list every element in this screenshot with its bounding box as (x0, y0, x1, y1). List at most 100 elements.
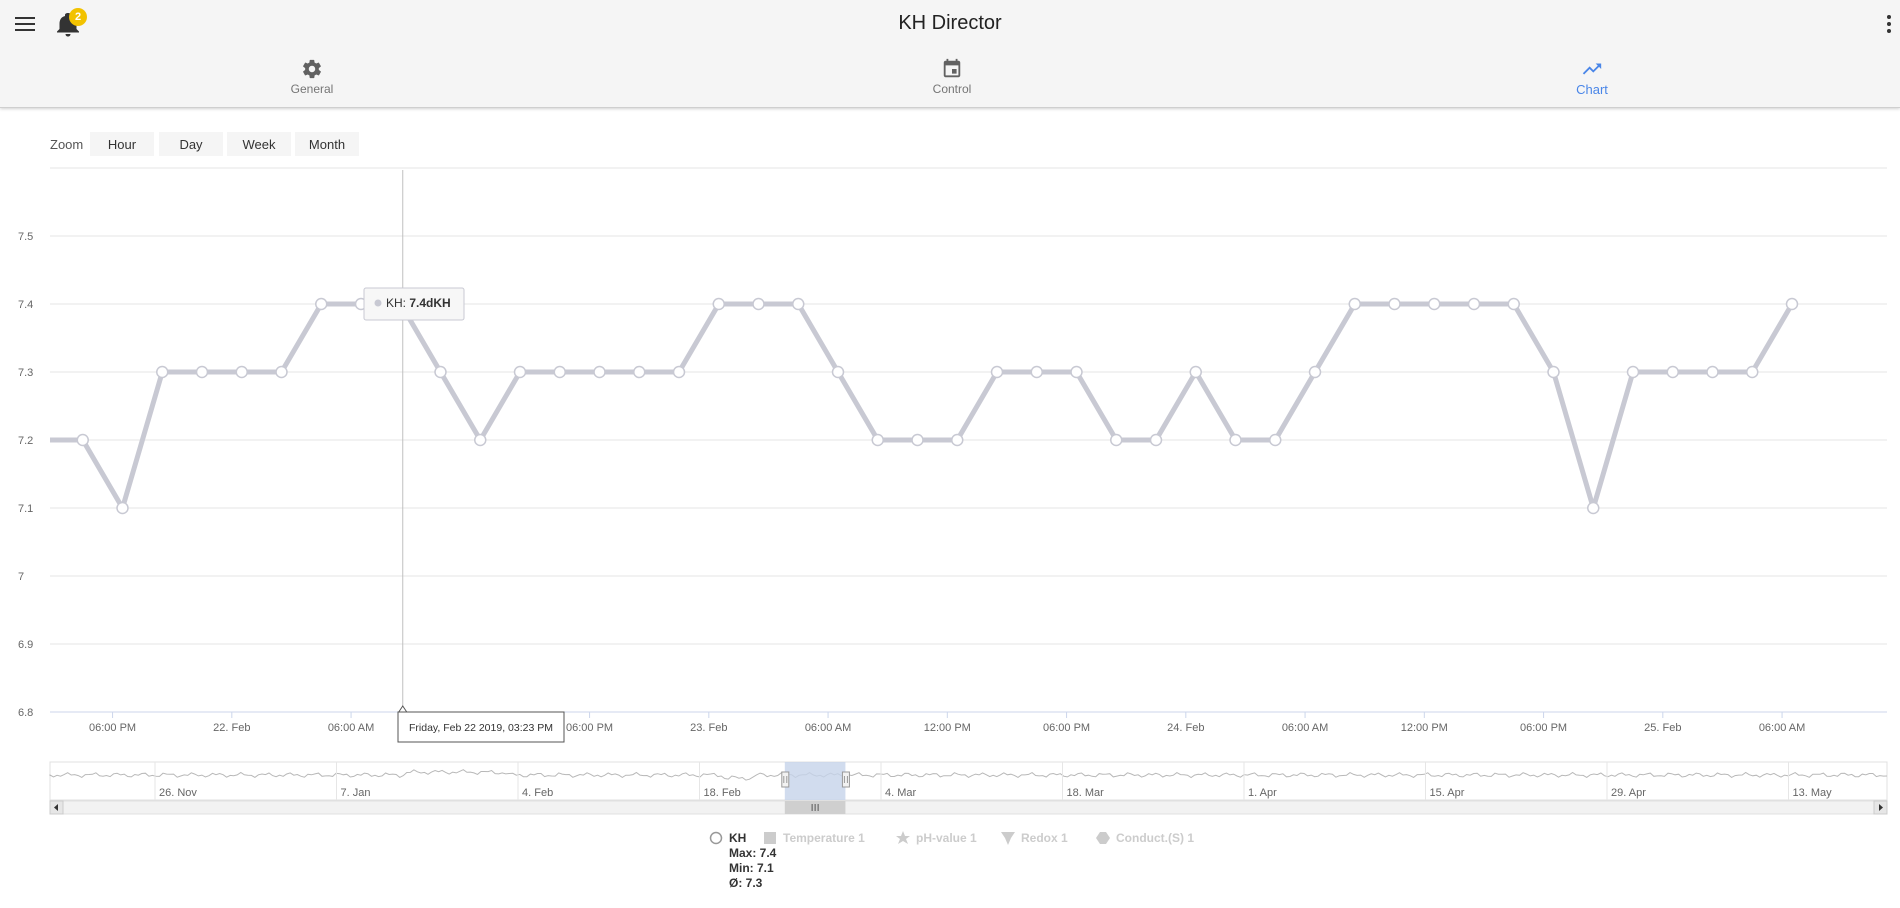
data-point[interactable] (712, 297, 725, 311)
tooltip-text: KH: 7.4dKH (386, 296, 451, 310)
x-tick-label: 23. Feb (690, 722, 727, 734)
data-point[interactable] (1149, 433, 1163, 447)
navigator-selection[interactable] (784, 762, 846, 800)
data-point[interactable] (434, 365, 447, 379)
navigator-handle[interactable] (841, 771, 850, 788)
legend-star-icon (896, 831, 910, 844)
data-point[interactable] (1030, 365, 1043, 379)
legend-hexagon-icon (1096, 832, 1110, 844)
data-point[interactable] (911, 433, 924, 447)
tab-chart[interactable]: Chart (1522, 58, 1662, 104)
x-tick-label: 12:00 PM (924, 722, 971, 734)
data-point[interactable] (195, 365, 209, 379)
data-point[interactable] (951, 433, 964, 447)
data-point[interactable] (76, 433, 89, 447)
data-point[interactable] (275, 365, 288, 379)
data-point[interactable] (1587, 501, 1600, 515)
data-point[interactable] (513, 365, 527, 379)
legend-item-redox-1[interactable]: Redox 1 (1001, 831, 1068, 845)
navigator-scrollbar-track[interactable] (49, 800, 1888, 815)
zoom-week-button[interactable]: Week (227, 132, 291, 156)
data-point[interactable] (1388, 297, 1401, 311)
date-label-arrow (398, 705, 408, 713)
menu-icon[interactable] (10, 10, 40, 38)
data-point[interactable] (633, 365, 646, 379)
data-point[interactable] (831, 365, 845, 379)
y-tick-label: 7 (18, 571, 24, 583)
chevron-right-icon (1879, 804, 1883, 811)
x-tick-label: 06:00 PM (566, 722, 613, 734)
y-tick-label: 7.2 (18, 435, 33, 447)
data-point[interactable] (672, 365, 686, 379)
data-point[interactable] (1626, 365, 1640, 379)
data-point[interactable] (156, 365, 169, 379)
data-point[interactable] (315, 297, 328, 311)
navigator-handle[interactable] (781, 771, 790, 788)
data-point[interactable] (235, 365, 248, 379)
navigator-tick-label: 7. Jan (341, 787, 371, 799)
tab-control[interactable]: Control (882, 58, 1022, 104)
tab-general[interactable]: General (242, 58, 382, 104)
x-tick-label: 06:00 AM (1282, 722, 1328, 734)
legend-item-temperature-1[interactable]: Temperature 1 (764, 831, 865, 845)
legend-label: Conduct.(S) 1 (1116, 831, 1194, 845)
legend-stat: Min: 7.1 (729, 861, 774, 875)
data-point[interactable] (1706, 365, 1719, 379)
data-point[interactable] (1467, 297, 1481, 311)
data-point[interactable] (1110, 433, 1123, 447)
chart-legend: KH Temperature 1 pH-value 1 Redox 1 Conduct.… (709, 831, 1194, 890)
data-point[interactable] (1269, 433, 1282, 447)
navigator-tick-label: 18. Mar (1067, 787, 1105, 799)
zoom-day-button[interactable]: Day (159, 132, 223, 156)
data-point[interactable] (990, 365, 1004, 379)
data-point[interactable] (1666, 365, 1679, 379)
data-point[interactable] (1189, 365, 1202, 379)
data-point[interactable] (116, 501, 129, 515)
more-options-icon[interactable] (1882, 12, 1896, 36)
chart-navigator[interactable]: 26. Nov 7. Jan 4. Feb 18. Feb 4. Mar 18. Mar 1… (49, 761, 1888, 815)
chart-series-kh[interactable] (43, 297, 1799, 515)
data-point[interactable] (1507, 297, 1520, 311)
x-tick-label: 06:00 AM (1759, 722, 1805, 734)
navigator-tick-label: 13. May (1793, 787, 1833, 799)
data-point[interactable] (1229, 433, 1242, 447)
data-point[interactable] (1746, 365, 1759, 379)
chart-tooltip: KH: 7.4dKH Friday, Feb 22 2019, 03:23 PM (363, 170, 565, 743)
zoom-hour-button[interactable]: Hour (90, 132, 154, 156)
navigator-tick-label: 29. Apr (1611, 787, 1646, 799)
legend-label: Redox 1 (1021, 831, 1068, 845)
data-point[interactable] (792, 297, 805, 311)
x-tick-label: 06:00 PM (1043, 722, 1090, 734)
data-point[interactable] (1308, 365, 1322, 379)
legend-pin-icon (1001, 832, 1015, 845)
navigator-tick-label: 1. Apr (1248, 787, 1277, 799)
data-point[interactable] (871, 433, 884, 447)
data-point[interactable] (1428, 297, 1441, 311)
page-title: KH Director (898, 12, 1002, 34)
calendar-icon (943, 58, 961, 78)
zoom-month-button[interactable]: Month (295, 132, 359, 156)
legend-item-ph-value-1[interactable]: pH-value 1 (896, 831, 977, 845)
y-tick-label: 6.9 (18, 639, 33, 651)
gear-icon (303, 59, 321, 79)
legend-item-conduct-s-1[interactable]: Conduct.(S) 1 (1096, 831, 1194, 845)
x-tick-label: 25. Feb (1644, 722, 1681, 734)
navigator-tick-label: 26. Nov (159, 787, 197, 799)
legend-square-icon (764, 832, 776, 844)
data-point[interactable] (1547, 365, 1560, 379)
data-point[interactable] (474, 433, 487, 447)
y-tick-label: 7.4 (18, 299, 33, 311)
navigator-series (49, 769, 1888, 781)
x-tick-label: 06:00 AM (805, 722, 851, 734)
date-label-box (397, 711, 565, 743)
data-point[interactable] (1785, 297, 1799, 311)
legend-label: KH (729, 831, 746, 845)
legend-circle-icon (709, 831, 723, 845)
data-point[interactable] (553, 365, 566, 379)
data-point[interactable] (1348, 297, 1361, 311)
legend-item-kh[interactable]: KH (709, 831, 747, 845)
data-point[interactable] (752, 297, 765, 311)
data-point[interactable] (593, 365, 606, 379)
trending-up-icon (1582, 63, 1602, 75)
data-point[interactable] (1070, 365, 1083, 379)
